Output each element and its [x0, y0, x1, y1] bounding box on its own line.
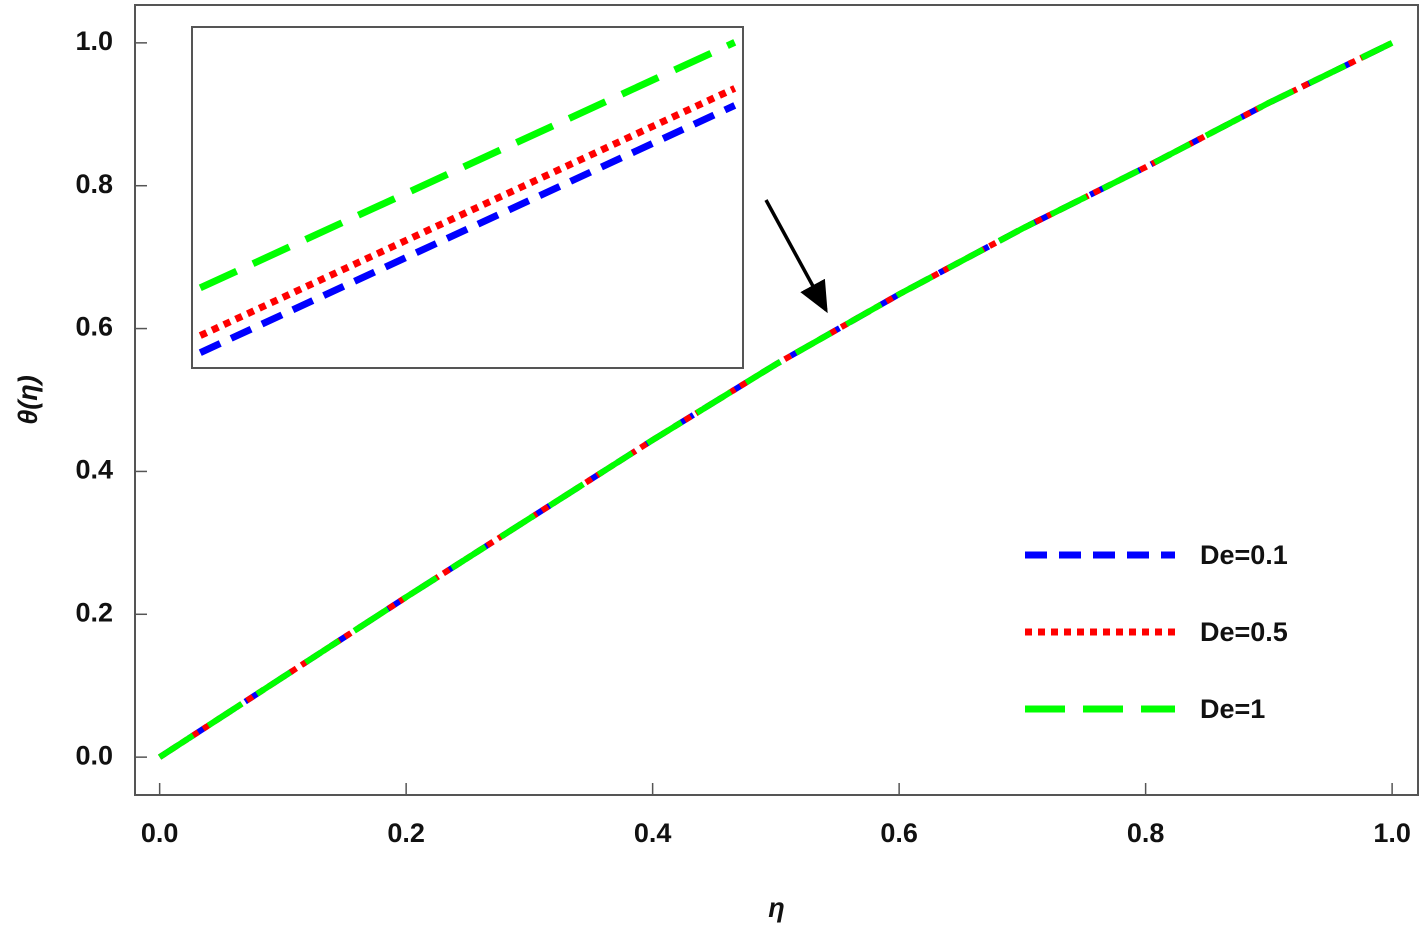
main-plot: 0.0 0.2 0.4 0.6 0.8 1.0 0.0 0.2 0.4 0.6 0.8 1.0 η θ(η… — [13, 4, 1419, 923]
arrow — [764, 199, 828, 314]
legend-label: De=0.1 — [1200, 540, 1288, 570]
y-tick-label: 0.0 — [75, 740, 113, 770]
y-tick-label: 0.8 — [75, 169, 113, 199]
x-tick-label: 0.8 — [1127, 818, 1165, 848]
x-tick-label: 0.4 — [634, 818, 672, 848]
series-line — [198, 85, 737, 339]
x-axis-label: η — [768, 893, 785, 923]
plot-frame — [191, 26, 744, 369]
y-tick-label: 0.2 — [75, 597, 113, 627]
x-tick-label: 1.0 — [1373, 818, 1411, 848]
x-tick-label: 0.2 — [387, 818, 425, 848]
series-line — [198, 39, 737, 292]
legend-label: De=1 — [1200, 694, 1265, 724]
legend-label: De=0.5 — [1200, 617, 1288, 647]
series-line — [158, 40, 1394, 760]
series-line — [198, 102, 737, 356]
plot-frame — [134, 4, 1419, 796]
x-tick-label: 0.6 — [880, 818, 918, 848]
y-axis-label: θ(η) — [13, 375, 43, 425]
series-line — [158, 40, 1394, 760]
y-tick-label: 0.4 — [75, 455, 113, 485]
y-tick-label: 1.0 — [75, 26, 113, 56]
x-tick-label: 0.0 — [141, 818, 179, 848]
inset-plot — [191, 26, 744, 369]
y-tick-label: 0.6 — [75, 312, 113, 342]
series-line — [158, 40, 1394, 760]
